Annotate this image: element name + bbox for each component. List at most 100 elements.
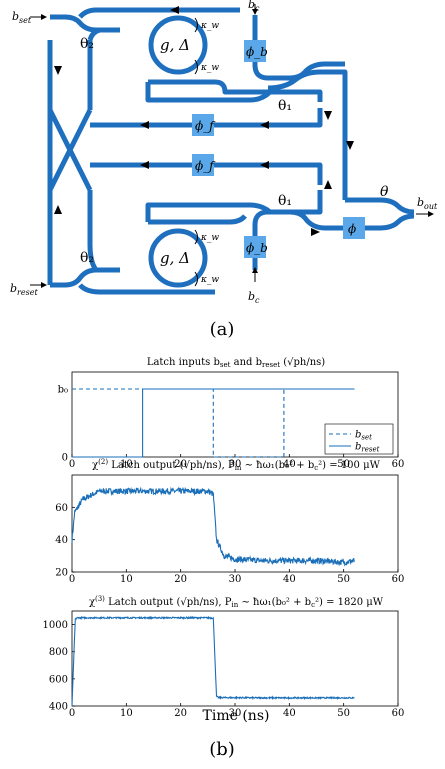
x-tick-label: 10 xyxy=(120,708,133,719)
label-phi-b-top: ϕ_b xyxy=(246,45,268,59)
chart-chi2-output: 0 10 20 30 40 50 60 20 40 60 xyxy=(55,474,405,585)
x-tick-label: 10 xyxy=(120,459,133,470)
label-phi-f-bottom: ϕ_f xyxy=(195,159,216,173)
chart2-title: χ(2) Latch output (√ph/ns), Pin ∼ ħω₁(b₀… xyxy=(92,458,380,472)
label-phi-b-bottom: ϕ_b xyxy=(246,241,268,255)
x-tick-label: 0 xyxy=(69,459,75,470)
y-tick-label: 600 xyxy=(49,674,68,685)
legend-box xyxy=(324,423,394,455)
x-tick-label: 0 xyxy=(69,708,75,719)
arrow-icon xyxy=(170,6,179,14)
arrow-icon xyxy=(260,161,269,169)
y-tick-label: 60 xyxy=(55,503,68,514)
label-phi: ϕ xyxy=(348,222,356,236)
x-tick-label: 10 xyxy=(120,574,133,585)
x-tick-label: 50 xyxy=(337,708,350,719)
label-b-c-bottom: bc xyxy=(248,290,260,305)
label-kappa-w-3: κ_w xyxy=(200,233,219,243)
x-tick-label: 0 xyxy=(69,574,75,585)
flow-arrows xyxy=(54,6,354,236)
label-b-reset: breset xyxy=(10,282,38,297)
x-tick-label: 60 xyxy=(392,459,405,470)
x-tick-label: 60 xyxy=(392,708,405,719)
arrow-icon xyxy=(260,121,269,129)
chart1-title: Latch inputs bset and breset (√ph/ns) xyxy=(147,357,325,369)
waveguide-bset-input xyxy=(50,14,120,33)
waveguide-cross-2 xyxy=(47,108,93,192)
label-theta2-bottom: θ₂ xyxy=(80,250,94,266)
label-kappa-w-2: κ_w xyxy=(200,63,219,73)
waveguide-bc-top xyxy=(252,15,345,81)
waveguide-ring-top-drop xyxy=(148,79,323,102)
label-b-c-top: bc xyxy=(248,0,260,13)
x-tick-label: 20 xyxy=(174,708,187,719)
waveguide-theta1-top-bus xyxy=(145,82,320,103)
waveguide-top-coupler-lower xyxy=(87,27,101,41)
x-tick-label: 40 xyxy=(283,574,296,585)
y-tick-label: b₀ xyxy=(58,385,68,396)
ring-resonator-bottom xyxy=(148,228,208,288)
waveguide-breset-input xyxy=(50,267,120,288)
phase-shifter-phi-f-top xyxy=(192,114,214,136)
label-ring-top: g, Δ xyxy=(160,36,190,54)
x-tick-label: 30 xyxy=(229,708,242,719)
series-line-output xyxy=(71,615,355,707)
chart3-xlabel: Time (ns) xyxy=(203,708,270,724)
label-b-out: bout xyxy=(417,196,438,211)
label-kappa-w-1: κ_w xyxy=(200,21,219,31)
waveguide-bottom-inner-join xyxy=(87,244,99,272)
waveguide-theta1-top-upper xyxy=(267,69,348,200)
phase-shifter-phi-b-top xyxy=(244,40,266,62)
label-kappa-w-4: κ_w xyxy=(200,275,219,285)
waveguide-bc-bottom xyxy=(252,209,380,270)
waveguide-theta1-bottom xyxy=(145,190,323,222)
phase-shifter-phi xyxy=(343,217,365,239)
waveguide-top-bus xyxy=(78,7,215,19)
arrow-icon xyxy=(324,180,332,189)
caption-b: (b) xyxy=(209,739,235,760)
arrow-icon xyxy=(54,205,62,214)
waveguide-ring-bottom-drop xyxy=(148,214,247,225)
waveguide-feedback-top xyxy=(90,108,323,128)
x-tick-label: 50 xyxy=(337,459,350,470)
phase-shifter-phi-f-bottom xyxy=(192,154,214,176)
arrow-icon xyxy=(324,111,332,120)
caption-a: (a) xyxy=(210,319,235,340)
arrow-icon xyxy=(140,121,149,129)
chart-chi3-output: 0 10 20 30 40 50 60 400 600 800 1000 xyxy=(43,610,405,719)
series-line-b-set xyxy=(72,388,355,458)
waveguide-feedback-bottom xyxy=(90,162,323,185)
arrow-icon xyxy=(140,161,149,169)
waveguide-output-lower xyxy=(379,213,415,231)
label-b-set: bset xyxy=(12,10,32,25)
kappa-arrows xyxy=(194,17,198,287)
series-line-output xyxy=(71,486,355,567)
y-tick-label: 800 xyxy=(49,647,68,658)
label-theta: θ xyxy=(380,184,389,200)
x-tick-label: 30 xyxy=(229,459,242,470)
label-ring-bottom: g, Δ xyxy=(160,249,190,267)
waveguide-output-upper xyxy=(345,197,415,215)
x-tick-label: 30 xyxy=(229,574,242,585)
label-theta2-top: θ₂ xyxy=(80,36,94,52)
phase-shifter-phi-b-bottom xyxy=(244,236,266,258)
arrow-icon xyxy=(346,141,354,150)
x-tick-label: 40 xyxy=(283,459,296,470)
y-tick-label: 40 xyxy=(55,535,68,546)
y-tick-label: 1000 xyxy=(43,620,68,631)
label-phi-f-top: ϕ_f xyxy=(195,119,216,133)
series-line-b-reset xyxy=(72,388,355,458)
x-tick-label: 20 xyxy=(174,574,187,585)
y-tick-label: 400 xyxy=(49,702,68,713)
chart3-title: χ(3) Latch output (√ph/ns), Pin ∼ ħω₁(b₀… xyxy=(89,595,384,609)
x-tick-label: 50 xyxy=(337,574,350,585)
latch-circuit-diagram: bset breset bc bc bout θ₂ θ₂ g, Δ g, Δ κ… xyxy=(10,0,438,340)
y-tick-label: 20 xyxy=(55,568,68,579)
y-tick-label: 0 xyxy=(62,453,68,464)
arrow-icon xyxy=(54,66,62,75)
label-theta1-top: θ₁ xyxy=(278,98,292,114)
x-tick-label: 60 xyxy=(392,574,405,585)
waveguide-bottom-coupler xyxy=(78,283,101,295)
ring-resonator-top xyxy=(148,15,208,75)
